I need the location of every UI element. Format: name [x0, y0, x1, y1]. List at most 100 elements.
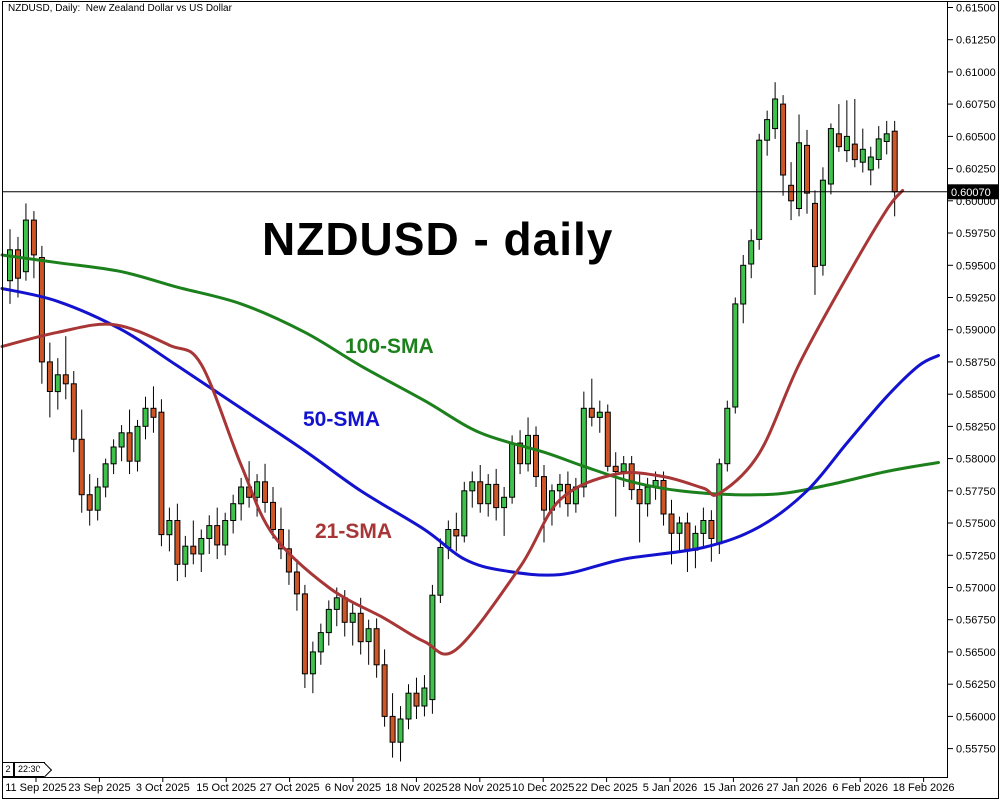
candle — [110, 439, 117, 475]
candle — [134, 419, 141, 472]
y-tick-label: 0.57500 — [956, 518, 996, 530]
candle — [819, 167, 826, 276]
candle — [628, 456, 635, 500]
x-tick-label: 27 Jan 2026 — [767, 782, 828, 794]
candle — [859, 128, 866, 173]
candle — [62, 336, 69, 400]
candle — [389, 693, 396, 758]
candle — [501, 487, 508, 536]
session-time-tag: 22:30 — [14, 762, 52, 777]
candle — [843, 100, 850, 163]
candle — [509, 435, 516, 504]
candle — [469, 471, 476, 508]
candle — [477, 465, 484, 513]
candle — [788, 162, 795, 221]
candle — [54, 358, 61, 410]
candle — [732, 297, 739, 414]
candle — [262, 463, 268, 513]
x-tick-label: 15 Oct 2025 — [196, 782, 256, 794]
y-tick-label: 0.57250 — [956, 550, 996, 562]
candle — [796, 114, 802, 217]
candle — [804, 129, 810, 214]
current-price-box — [948, 184, 999, 200]
candle — [453, 512, 460, 552]
x-tick-label: 11 Sep 2025 — [5, 782, 67, 794]
y-tick-label: 0.58500 — [956, 389, 996, 401]
candle — [812, 190, 818, 295]
price-scale[interactable]: 0.61500 0.61250 0.61000 0.60750 0.60500 0.602… — [947, 3, 1000, 756]
bar-shift-badge: 2 — [2, 762, 14, 777]
candle — [70, 371, 77, 453]
candle — [46, 342, 53, 418]
candle — [724, 400, 731, 472]
candle — [22, 203, 29, 281]
candle — [883, 120, 890, 155]
candle — [580, 391, 587, 498]
candle — [214, 507, 221, 560]
y-tick-label: 0.58250 — [956, 421, 996, 433]
candle — [827, 123, 834, 195]
time-scale[interactable]: 11 Sep 2025 23 Sep 2025 3 Oct 2025 15 Oct 2… — [5, 778, 954, 794]
ma-line-50 — [0, 287, 940, 577]
x-tick-label: 27 Oct 2025 — [260, 782, 320, 794]
candle — [190, 520, 197, 565]
x-tick-label: 18 Nov 2025 — [385, 782, 447, 794]
candle — [198, 529, 205, 572]
candle — [636, 474, 643, 543]
candle — [126, 409, 133, 475]
candle — [596, 400, 603, 433]
candle — [78, 409, 85, 513]
y-tick-label: 0.58000 — [956, 454, 996, 466]
candle — [365, 619, 372, 665]
candle — [421, 675, 428, 717]
x-tick-label: 18 Feb 2026 — [893, 782, 955, 794]
y-tick-label: 0.59250 — [956, 293, 996, 305]
candle — [668, 499, 675, 565]
candle — [238, 477, 245, 521]
candle — [867, 146, 874, 186]
x-tick-label: 10 Dec 2025 — [512, 782, 574, 794]
candle — [270, 487, 276, 539]
candle — [708, 510, 715, 562]
candle — [700, 507, 707, 549]
candle — [30, 211, 37, 279]
candle — [381, 649, 388, 727]
candle — [772, 82, 779, 139]
x-tick-label: 23 Sep 2025 — [68, 782, 130, 794]
y-tick-label: 0.59500 — [956, 260, 996, 272]
y-tick-label: 0.59750 — [956, 228, 996, 240]
candle — [254, 474, 261, 517]
candle — [309, 641, 316, 694]
candle — [740, 255, 747, 324]
candle — [485, 474, 492, 517]
x-tick-label: 3 Oct 2025 — [136, 782, 190, 794]
y-tick-label: 0.57750 — [956, 486, 996, 498]
candle — [38, 245, 45, 384]
x-tick-label: 5 Jan 2026 — [643, 782, 697, 794]
candle — [461, 481, 468, 543]
y-tick-label: 0.61500 — [956, 3, 996, 15]
session-time-label: 22:30 — [18, 764, 41, 774]
candle — [437, 538, 444, 603]
candle — [174, 503, 181, 582]
ma-line-100 — [0, 253, 940, 497]
candle — [285, 529, 292, 585]
current-price-label: 0.60070 — [951, 187, 991, 199]
ma-line-21 — [0, 189, 905, 656]
candle — [660, 471, 667, 526]
candle — [94, 477, 101, 521]
y-tick-label: 0.56250 — [956, 679, 996, 691]
candle — [349, 603, 356, 646]
x-tick-label: 28 Nov 2025 — [449, 782, 511, 794]
candle — [684, 512, 691, 572]
candle — [405, 684, 412, 730]
x-tick-label: 22 Dec 2025 — [575, 782, 637, 794]
candle — [764, 110, 771, 156]
candle — [413, 677, 420, 719]
candle — [158, 399, 165, 547]
candle — [445, 520, 452, 560]
candle — [142, 396, 149, 440]
candle — [692, 525, 699, 569]
